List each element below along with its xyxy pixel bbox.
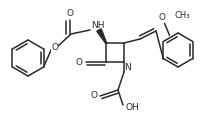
Text: OH: OH xyxy=(124,103,138,113)
Text: O: O xyxy=(90,92,97,101)
Text: O: O xyxy=(51,43,58,52)
Text: N: N xyxy=(124,62,131,72)
Text: O: O xyxy=(66,9,73,18)
Polygon shape xyxy=(96,29,106,43)
Text: O: O xyxy=(158,13,165,22)
Text: CH₃: CH₃ xyxy=(174,11,189,20)
Text: NH: NH xyxy=(91,20,104,30)
Text: O: O xyxy=(75,58,82,66)
